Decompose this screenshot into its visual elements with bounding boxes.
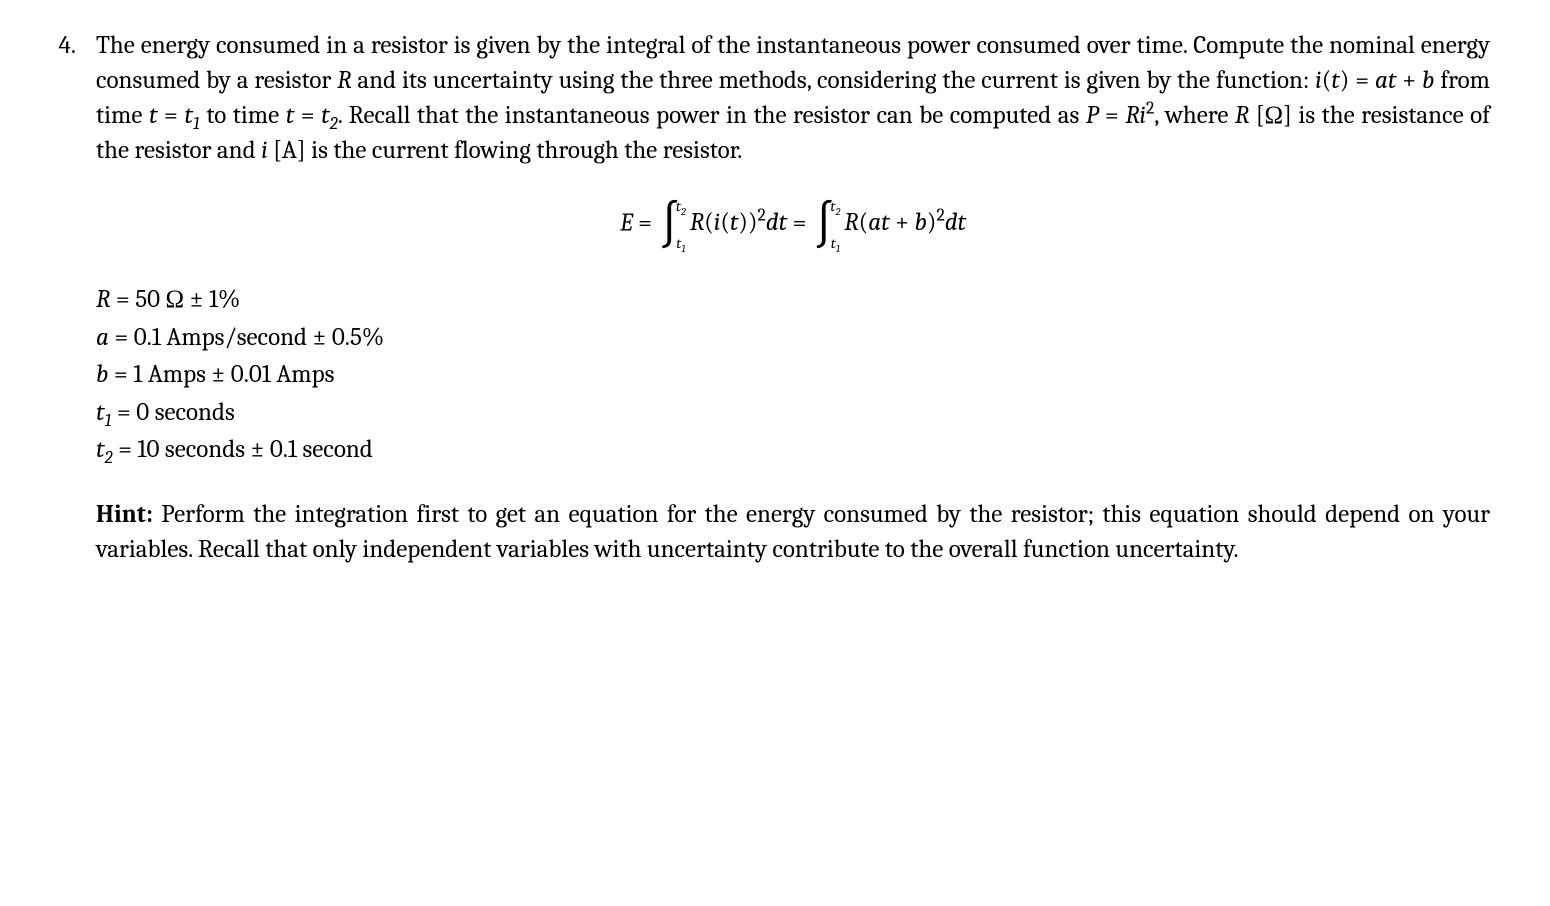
text: [Ω] [1249,101,1292,130]
value: 50 Ω ± 1% [135,285,240,314]
equals: = [787,208,812,237]
var-t: t [1331,66,1340,95]
subscript: 2 [835,206,840,218]
text: + [1396,66,1422,95]
var: t [96,435,105,464]
integral-icon: ∫ [814,201,834,249]
text: is the current flowing through the resis… [306,136,743,165]
text: = [157,101,184,130]
text: at [868,208,889,237]
problem-body: The energy consumed in a resistor is giv… [96,28,1490,567]
var-Ri: Ri [1125,101,1146,130]
var-i: i [261,136,268,165]
problem-number: 4. [40,28,76,63]
text: ( [859,208,869,237]
text: t [321,101,330,130]
equation-energy: E = ∫ t2 t1 R(i(t))2dt = ∫ t2 t1 R(at + … [96,198,1490,251]
integral-1: ∫ t2 t1 [657,198,689,251]
var-t1: t1 [184,101,199,130]
text: = [113,435,138,464]
text: ( [704,208,714,237]
text: t [184,101,193,130]
text: + [890,208,915,237]
integral-icon: ∫ [659,201,679,249]
value-t1: t1 = 0 seconds [96,394,1490,432]
subscript: 1 [193,114,200,134]
var: t [96,398,105,427]
value-a: a = 0.1 Amps/second ± 0.5% [96,319,1490,357]
var-R: R [337,66,351,95]
var-P: P [1086,101,1099,130]
superscript: 2 [936,206,944,226]
text: R [690,208,704,237]
text: b [914,208,926,237]
value: 10 seconds ± 0.1 second [137,435,372,464]
text: = [1098,101,1125,130]
text: ) [927,208,937,237]
var-i: i [1315,66,1322,95]
text: = [108,360,133,389]
superscript: 2 [758,206,766,226]
problem-container: 4. The energy consumed in a resistor is … [40,28,1490,567]
text: dt [945,208,966,237]
subscript: 2 [681,206,686,218]
var-E: E [620,208,633,237]
value: 1 Amps ± 0.01 Amps [133,360,334,389]
subscript: 1 [836,243,840,255]
var: R [96,285,110,314]
subscript: 2 [105,448,113,468]
equals: = [633,208,658,237]
text: ( [720,208,730,237]
var-t2: t2 [321,101,338,130]
value-R: R = 50 Ω ± 1% [96,281,1490,319]
hint-text: Perform the integration first to get an … [96,500,1490,564]
given-values: R = 50 Ω ± 1% a = 0.1 Amps/second ± 0.5%… [96,281,1490,469]
text: ) = [1340,66,1375,95]
text: = [110,285,135,314]
value-b: b = 1 Amps ± 0.01 Amps [96,356,1490,394]
problem-statement: The energy consumed in a resistor is giv… [96,28,1490,168]
hint-label: Hint: [96,500,153,529]
subscript: 2 [330,114,338,134]
text: R [844,208,858,237]
text: = [294,101,321,130]
integral-2: ∫ t2 t1 [812,198,844,251]
integrand: R(at + b)2dt [844,208,966,237]
hint: Hint: Perform the integration first to g… [96,497,1490,567]
var: a [96,323,109,352]
var-b: b [1422,66,1434,95]
value: 0 seconds [136,398,235,427]
text: , where [1154,101,1235,130]
text: [A] [268,136,306,165]
integrand: R(i(t))2dt [690,208,787,237]
value-t2: t2 = 10 seconds ± 0.1 second [96,431,1490,469]
var-at: at [1375,66,1396,95]
text: dt [766,208,787,237]
text: = [111,398,136,427]
text: )) [738,208,757,237]
text: ( [1322,66,1332,95]
var: b [96,360,108,389]
value: 0.1 Amps/second ± 0.5% [134,323,384,352]
subscript: 1 [681,243,685,255]
text: . Recall that the instantaneous power in… [338,101,1086,130]
var-R: R [1235,101,1249,130]
var-t: t [286,101,295,130]
text: and its uncertainty using the three meth… [352,66,1316,95]
text: = [109,323,134,352]
text: to time [200,101,286,130]
